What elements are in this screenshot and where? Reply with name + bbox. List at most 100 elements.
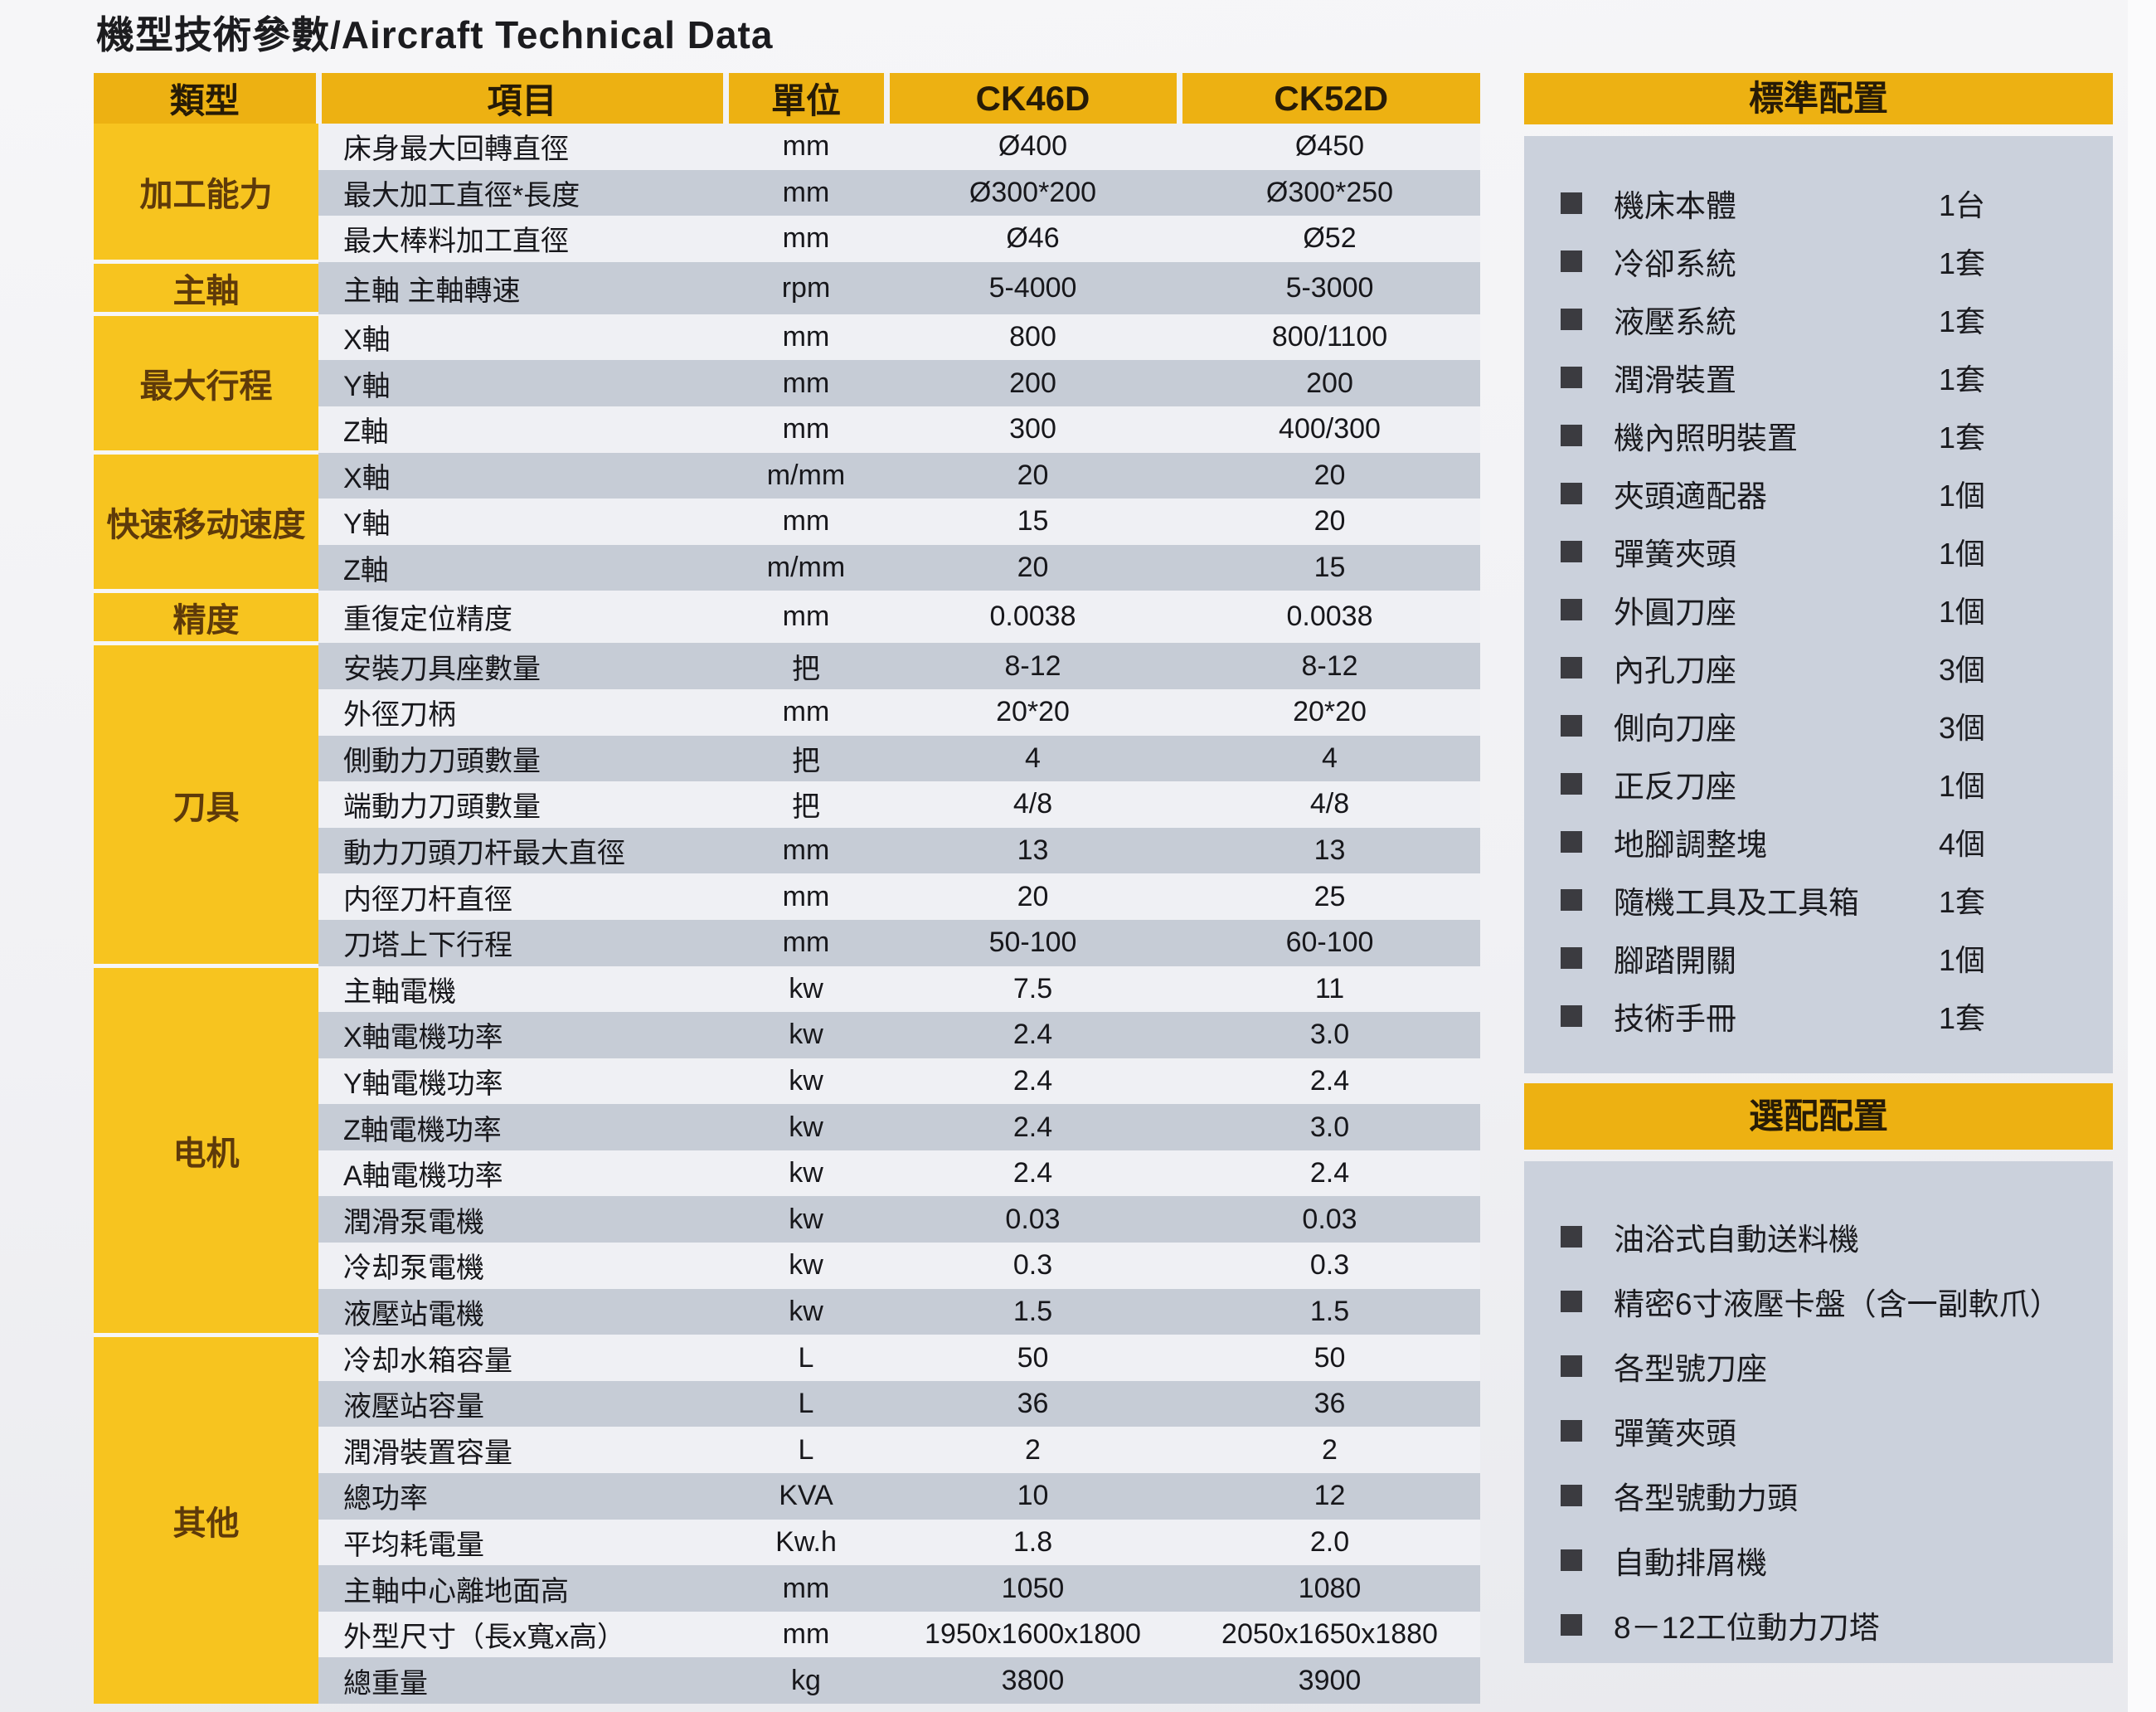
value-cell-ck46d: 7.5 bbox=[886, 965, 1179, 1013]
unit-cell: KVA bbox=[726, 1473, 886, 1520]
square-bullet-icon bbox=[1561, 483, 1582, 504]
config-label: 機內照明裝置 bbox=[1614, 421, 1798, 455]
header-model-ck46d: CK46D bbox=[883, 73, 1179, 124]
item-cell: Z軸 bbox=[318, 544, 726, 591]
value-cell-ck52d: 2050x1650x1880 bbox=[1179, 1611, 1480, 1658]
value-cell-ck46d: 1.5 bbox=[886, 1288, 1179, 1335]
table-row: 潤滑裝置容量 L 2 2 bbox=[94, 1427, 1480, 1474]
unit-cell: mm bbox=[726, 873, 886, 920]
unit-cell: mm bbox=[726, 360, 886, 406]
config-qty: 1個 bbox=[1939, 769, 1986, 803]
item-cell: 潤滑泵電機 bbox=[318, 1196, 726, 1243]
square-bullet-icon bbox=[1561, 1005, 1582, 1027]
value-cell-ck46d: 0.3 bbox=[886, 1243, 1179, 1289]
value-cell-ck46d: 3800 bbox=[886, 1657, 1179, 1704]
value-cell-ck46d: 4/8 bbox=[886, 781, 1179, 828]
standard-config-header: 標準配置 bbox=[1524, 73, 2113, 124]
header-unit: 單位 bbox=[722, 73, 886, 124]
config-item: 精密6寸液壓卡盤（含一副軟爪） bbox=[1524, 1269, 2113, 1334]
config-qty: 1套 bbox=[1939, 304, 1986, 338]
unit-cell: mm bbox=[726, 1611, 886, 1658]
config-qty: 3個 bbox=[1939, 711, 1986, 745]
table-row: Y軸 mm 15 20 bbox=[94, 499, 1480, 545]
scan-page-edge bbox=[2128, 0, 2156, 1712]
table-row: Z軸 m/mm 20 15 bbox=[94, 544, 1480, 591]
value-cell-ck52d: 200 bbox=[1179, 360, 1480, 406]
config-label: 技術手冊 bbox=[1614, 1002, 1736, 1036]
value-cell-ck52d: 3.0 bbox=[1179, 1104, 1480, 1150]
item-cell: 刀塔上下行程 bbox=[318, 919, 726, 966]
config-label: 機床本體 bbox=[1614, 189, 1736, 223]
item-cell: 端動力刀頭數量 bbox=[318, 781, 726, 828]
value-cell-ck52d: 2.4 bbox=[1179, 1150, 1480, 1197]
table-row: 外徑刀柄 mm 20*20 20*20 bbox=[94, 688, 1480, 736]
item-cell: 最大棒料加工直徑 bbox=[318, 216, 726, 262]
value-cell-ck46d: 2.4 bbox=[886, 1012, 1179, 1058]
category-cell: 电机 bbox=[94, 964, 318, 1335]
square-bullet-icon bbox=[1561, 773, 1582, 795]
table-row: 側動力刀頭數量 把 4 4 bbox=[94, 735, 1480, 782]
value-cell-ck52d: 15 bbox=[1179, 544, 1480, 591]
value-cell-ck46d: 50-100 bbox=[886, 919, 1179, 966]
config-qty: 3個 bbox=[1939, 653, 1986, 687]
value-cell-ck52d: 3900 bbox=[1179, 1657, 1480, 1704]
value-cell-ck46d: 0.0038 bbox=[886, 591, 1179, 644]
config-label: 各型號動力頭 bbox=[1614, 1481, 1798, 1515]
config-label: 各型號刀座 bbox=[1614, 1352, 1767, 1386]
table-row: 動力刀頭刀杆最大直徑 mm 13 13 bbox=[94, 827, 1480, 874]
config-item: 外圓刀座 1個 bbox=[1524, 581, 2113, 639]
value-cell-ck52d: 20 bbox=[1179, 499, 1480, 545]
table-row: 最大加工直徑*長度 mm Ø300*200 Ø300*250 bbox=[94, 169, 1480, 216]
item-cell: 外型尺寸（長x寬x高） bbox=[318, 1611, 726, 1658]
unit-cell: mm bbox=[726, 688, 886, 736]
table-row: 电机 主軸電機 kw 7.5 11 bbox=[94, 964, 1480, 1335]
config-label: 內孔刀座 bbox=[1614, 654, 1736, 688]
table-row: 最大行程 X軸 mm 800 800/1100 bbox=[94, 312, 1480, 453]
item-cell: Y軸 bbox=[318, 499, 726, 545]
config-item: 冷卻系統 1套 bbox=[1524, 232, 2113, 290]
value-cell-ck52d: 2.4 bbox=[1179, 1058, 1480, 1105]
optional-config-list: 油浴式自動送料機 精密6寸液壓卡盤（含一副軟爪） 各型號刀座 彈簧夾頭 各型號動… bbox=[1524, 1161, 2113, 1663]
value-cell-ck46d: 800 bbox=[886, 314, 1179, 361]
category-cell: 刀具 bbox=[94, 640, 318, 966]
config-panel: 標準配置 機床本體 1台 冷卻系統 1套 液壓系統 1套 潤滑裝置 1套 機內照明裝置 1… bbox=[1524, 73, 2113, 1682]
technical-data-table: 類型 項目 單位 CK46D CK52D 加工能力 床身最大回轉直徑 mm Ø4… bbox=[94, 73, 1480, 1704]
header-model-ck52d: CK52D bbox=[1176, 73, 1480, 124]
unit-cell: 把 bbox=[726, 781, 886, 828]
page-title: 機型技術參數/Aircraft Technical Data bbox=[96, 13, 774, 56]
config-label: 夾頭適配器 bbox=[1614, 479, 1767, 513]
table-row: 液壓站電機 kw 1.5 1.5 bbox=[94, 1288, 1480, 1335]
config-item: 潤滑裝置 1套 bbox=[1524, 348, 2113, 406]
value-cell-ck46d: 2 bbox=[886, 1427, 1179, 1474]
config-qty: 4個 bbox=[1939, 827, 1986, 861]
config-item: 夾頭適配器 1個 bbox=[1524, 464, 2113, 523]
config-label: 潤滑裝置 bbox=[1614, 363, 1736, 397]
unit-cell: L bbox=[726, 1335, 886, 1381]
value-cell-ck46d: 15 bbox=[886, 499, 1179, 545]
unit-cell: kw bbox=[726, 1196, 886, 1243]
square-bullet-icon bbox=[1561, 367, 1582, 388]
item-cell: 總重量 bbox=[318, 1657, 726, 1704]
value-cell-ck52d: 13 bbox=[1179, 827, 1480, 874]
unit-cell: kw bbox=[726, 1104, 886, 1150]
value-cell-ck46d: 36 bbox=[886, 1380, 1179, 1427]
config-item: 彈簧夾頭 1個 bbox=[1524, 523, 2113, 581]
unit-cell: 把 bbox=[726, 735, 886, 782]
config-item: 各型號刀座 bbox=[1524, 1334, 2113, 1398]
square-bullet-icon bbox=[1561, 599, 1582, 620]
square-bullet-icon bbox=[1561, 715, 1582, 737]
square-bullet-icon bbox=[1561, 1614, 1582, 1636]
optional-config-header: 選配配置 bbox=[1524, 1083, 2113, 1150]
item-cell: 外徑刀柄 bbox=[318, 688, 726, 736]
value-cell-ck46d: 0.03 bbox=[886, 1196, 1179, 1243]
value-cell-ck52d: 400/300 bbox=[1179, 406, 1480, 453]
value-cell-ck52d: 5-3000 bbox=[1179, 261, 1480, 314]
config-qty: 1套 bbox=[1939, 1001, 1986, 1035]
unit-cell: Kw.h bbox=[726, 1519, 886, 1566]
value-cell-ck52d: Ø52 bbox=[1179, 216, 1480, 262]
value-cell-ck52d: 20 bbox=[1179, 452, 1480, 499]
unit-cell: mm bbox=[726, 591, 886, 644]
item-cell: X軸 bbox=[318, 452, 726, 499]
config-item: 液壓系統 1套 bbox=[1524, 290, 2113, 348]
